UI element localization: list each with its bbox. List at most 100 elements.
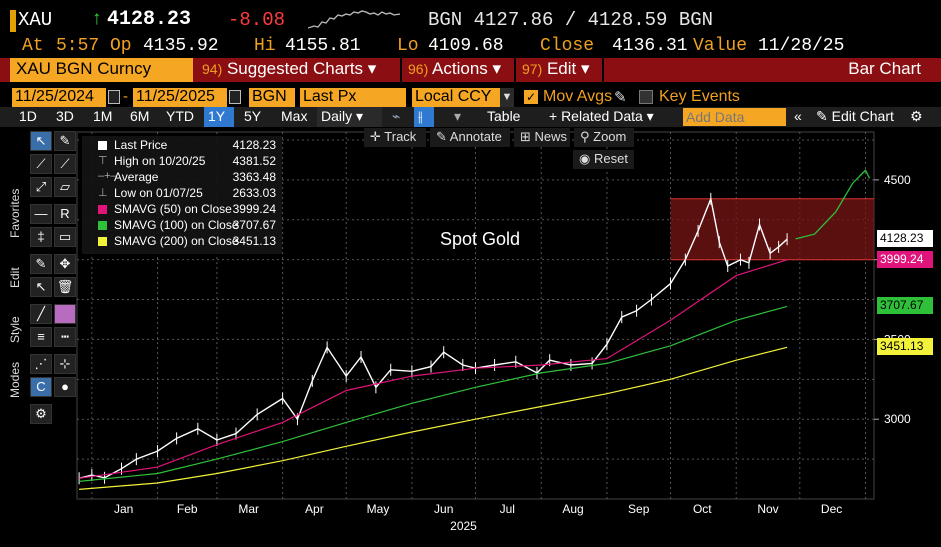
edit-chart-label: Edit Chart: [831, 108, 894, 124]
text-icon[interactable]: R: [54, 204, 76, 224]
legend-row-sma100[interactable]: SMAVG (100) on Close 3707.67: [86, 218, 280, 234]
period-max[interactable]: Max: [281, 108, 308, 124]
calendar-icon[interactable]: [108, 90, 120, 104]
move-icon[interactable]: ✥: [54, 254, 76, 274]
suggested-charts-menu[interactable]: 94) Suggested Charts ▾: [196, 58, 400, 82]
price-chart[interactable]: 3000350040004500JanFebMarAprMayJunJulAug…: [0, 127, 941, 547]
period-1d[interactable]: 1D: [19, 108, 37, 124]
key-events-checkbox[interactable]: [639, 90, 653, 104]
collapse-icon[interactable]: «: [794, 108, 802, 124]
price-tag: 3999.24: [877, 250, 933, 268]
calendar-icon[interactable]: [229, 90, 241, 104]
start-date-input[interactable]: 11/25/2024: [12, 88, 106, 107]
news-icon: ⊞: [520, 129, 535, 144]
line-weight-icon[interactable]: ≡: [30, 327, 52, 347]
line-style-icon[interactable]: ┅: [54, 327, 76, 347]
period-3d[interactable]: 3D: [56, 108, 74, 124]
x-tick-label: Feb: [177, 502, 198, 516]
legend-swatch: [98, 205, 107, 214]
security-field[interactable]: XAU BGN Curncy: [10, 58, 193, 82]
legend-row-average[interactable]: –+– Average 3363.48: [86, 170, 280, 186]
trend-line-icon[interactable]: ⟋: [30, 154, 52, 174]
select-icon[interactable]: ↖: [30, 277, 52, 297]
period-6m[interactable]: 6M: [130, 108, 150, 124]
y-tick-label: 3000: [884, 412, 911, 426]
legend-name: SMAVG (100) on Close: [114, 218, 239, 232]
x-tick-label: May: [367, 502, 390, 516]
x-axis-label: 2025: [450, 519, 477, 533]
line-chart-icon[interactable]: ⌁: [392, 108, 401, 124]
trash-icon[interactable]: 🗑: [54, 277, 76, 297]
channel-icon[interactable]: ▱: [54, 177, 76, 197]
chart-annotation[interactable]: Spot Gold: [440, 229, 521, 249]
period-ytd[interactable]: YTD: [166, 108, 194, 124]
price-tag: 3451.13: [877, 338, 933, 356]
news-button[interactable]: ⊞ News: [514, 128, 570, 147]
actions-menu[interactable]: 96) Actions ▾: [402, 58, 514, 82]
fill-color-icon[interactable]: [54, 304, 76, 324]
related-data-button[interactable]: + Related Data ▾: [549, 108, 654, 124]
legend-row-last-price[interactable]: Last Price 4128.23: [86, 138, 280, 154]
projection-arrowhead: [859, 169, 871, 179]
shaded-range: [670, 198, 874, 260]
chevron-down-icon[interactable]: ▼: [500, 88, 514, 107]
palette-icon[interactable]: ●: [54, 377, 76, 397]
brush-icon[interactable]: ✎: [30, 254, 52, 274]
line-color-icon[interactable]: ╱: [30, 304, 52, 324]
intraday-sparkline: [308, 10, 400, 29]
add-data-input[interactable]: Add Data: [683, 108, 786, 126]
ticker-symbol[interactable]: XAU: [18, 9, 53, 31]
legend-name: Last Price: [114, 138, 168, 152]
fibonacci-icon[interactable]: ‡: [30, 227, 52, 247]
ray-line-icon[interactable]: ⟋: [54, 154, 76, 174]
period-5y[interactable]: 5Y: [244, 108, 262, 124]
edit-label: Edit ▾: [546, 59, 590, 78]
gear-icon[interactable]: ⚙: [910, 108, 923, 124]
table-button[interactable]: Table: [487, 108, 521, 124]
cursor-icon[interactable]: ↖: [30, 131, 52, 151]
track-button[interactable]: ✛ Track: [364, 128, 426, 147]
annotate-label: Annotate: [449, 129, 502, 144]
mov-avgs-checkbox[interactable]: ✓: [524, 90, 538, 104]
crosshair-icon[interactable]: C: [30, 377, 52, 397]
menu-separator: [400, 58, 402, 82]
field-input[interactable]: Last Px: [300, 88, 406, 107]
frequency-select[interactable]: Daily ▾: [317, 107, 382, 127]
edit-chart-button[interactable]: ✎ Edit Chart: [812, 107, 898, 127]
legend-row-high[interactable]: ⊤ High on 10/20/25 4381.52: [86, 154, 280, 170]
mov-avgs-label: Mov Avgs: [543, 88, 613, 105]
pricing-source-input[interactable]: BGN: [249, 88, 295, 107]
bar-chart-icon[interactable]: ⫲: [414, 107, 434, 127]
annotate-button[interactable]: ✎ Annotate: [430, 128, 510, 147]
time-label: At: [22, 36, 44, 56]
high-value: 4155.81: [285, 36, 361, 56]
pen-icon: ✎: [436, 129, 450, 144]
horizontal-line-icon[interactable]: —: [30, 204, 52, 224]
end-date-input[interactable]: 11/25/2025: [133, 88, 227, 107]
zoom-button[interactable]: ⚲ Zoom: [574, 128, 634, 147]
currency-select[interactable]: Local CCY: [412, 88, 500, 107]
net-change: -8.08: [228, 9, 286, 31]
snap-icon[interactable]: ⊹: [54, 354, 76, 374]
period-1y[interactable]: 1Y: [204, 107, 234, 127]
legend-row-low[interactable]: ⊥ Low on 01/07/25 2633.03: [86, 186, 280, 202]
track-label: Track: [384, 129, 417, 144]
key-events-label: Key Events: [659, 88, 740, 105]
magnet-icon[interactable]: ⋰: [30, 354, 52, 374]
high-label: Hi: [254, 36, 276, 56]
legend-row-sma200[interactable]: SMAVG (200) on Close 3451.13: [86, 234, 280, 250]
segment-icon[interactable]: ⤢: [30, 177, 52, 197]
edit-menu[interactable]: 97) Edit ▾: [516, 58, 602, 82]
chevron-down-icon[interactable]: ▾: [454, 108, 462, 124]
pen-icon[interactable]: ✎: [54, 131, 76, 151]
reset-button[interactable]: ◉ Reset: [573, 150, 634, 169]
legend-value: 4128.23: [232, 138, 276, 152]
rectangle-icon[interactable]: ▭: [54, 227, 76, 247]
actions-label: Actions ▾: [432, 59, 502, 78]
pencil-icon[interactable]: ✎: [614, 89, 627, 106]
settings-gear-icon[interactable]: ⚙: [30, 404, 52, 424]
period-1m[interactable]: 1M: [93, 108, 113, 124]
suggested-charts-label: Suggested Charts ▾: [226, 59, 377, 78]
drawing-tools-sidebar: Favorites Edit Style Modes ↖ ✎ ⟋ ⟋ ⤢ ▱ —…: [0, 128, 80, 428]
legend-row-sma50[interactable]: SMAVG (50) on Close 3999.24: [86, 202, 280, 218]
